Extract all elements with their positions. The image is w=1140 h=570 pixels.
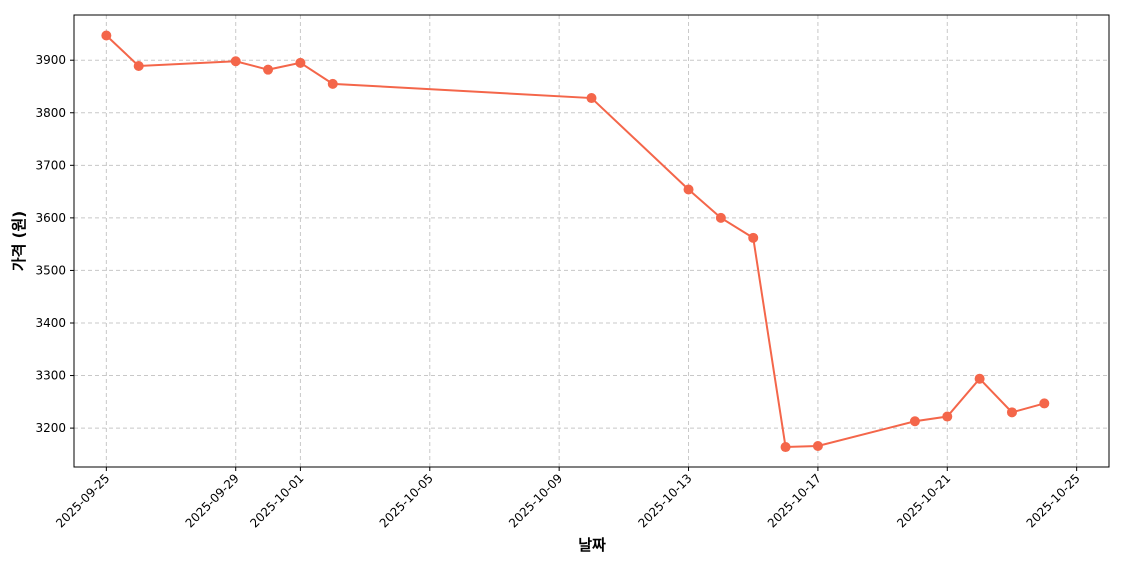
y-tick-label: 3900	[35, 53, 66, 67]
y-tick-label: 3300	[35, 369, 66, 383]
point	[1039, 398, 1050, 409]
y-tick-label: 3700	[35, 158, 66, 172]
y-tick-label: 3800	[35, 106, 66, 120]
y-tick-label: 3400	[35, 316, 66, 330]
point	[263, 64, 274, 75]
point	[748, 232, 759, 243]
x-axis-label: 날짜	[578, 536, 606, 554]
x-tick-label: 2025-10-21	[894, 471, 953, 530]
x-tick-label: 2025-09-29	[183, 471, 242, 530]
x-tick-label: 2025-09-25	[53, 471, 112, 530]
x-tick-label: 2025-10-09	[506, 471, 565, 530]
x-tick-label: 2025-10-05	[377, 471, 436, 530]
x-tick-label: 2025-10-25	[1024, 471, 1083, 530]
point	[230, 56, 241, 67]
point	[683, 184, 694, 195]
point	[942, 411, 953, 422]
point	[1006, 407, 1017, 418]
point	[133, 60, 144, 71]
y-tick-label: 3200	[35, 421, 66, 435]
point	[586, 93, 597, 104]
point	[909, 416, 920, 427]
point	[101, 30, 112, 41]
x-tick-label: 2025-10-01	[247, 471, 306, 530]
y-axis-label: 가격 (원)	[10, 211, 28, 271]
point	[295, 57, 306, 68]
line	[105, 34, 1045, 449]
point	[780, 442, 791, 453]
plot-frame	[73, 14, 1110, 468]
point	[715, 212, 726, 223]
point	[974, 373, 985, 384]
x-tick-label: 2025-10-13	[635, 471, 694, 530]
x-tick-label: 2025-10-17	[765, 471, 824, 530]
y-tick-label: 3500	[35, 263, 66, 277]
point	[812, 440, 823, 451]
point	[327, 78, 338, 89]
y-tick-label: 3600	[35, 211, 66, 225]
